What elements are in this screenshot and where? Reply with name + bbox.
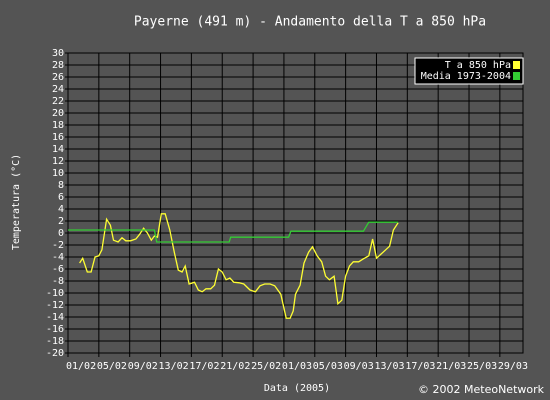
x-tick-label: 09/03 — [344, 361, 374, 372]
y-tick-label: 4 — [58, 204, 64, 215]
y-tick-label: 6 — [58, 192, 64, 203]
y-tick-label: 10 — [52, 168, 64, 179]
x-tick-label: 29/03 — [498, 361, 528, 372]
legend-swatch — [513, 61, 520, 69]
y-tick-label: 24 — [52, 84, 64, 95]
y-tick-label: 8 — [58, 180, 64, 191]
x-tick-label: 21/03 — [436, 361, 466, 372]
chart-title: Payerne (491 m) - Andamento della T a 85… — [134, 15, 486, 30]
y-tick-label: 22 — [52, 96, 64, 107]
data-line — [68, 221, 399, 243]
legend-swatch — [513, 72, 520, 80]
x-tick-label: 17/02 — [189, 361, 219, 372]
x-tick-label: 25/03 — [467, 361, 497, 372]
x-tick-label: 25/02 — [251, 361, 281, 372]
y-tick-label: -16 — [46, 324, 64, 335]
y-axis-label: Temperatura (°C) — [11, 154, 22, 250]
y-tick-label: 14 — [52, 144, 64, 155]
y-tick-label: -6 — [52, 264, 64, 275]
y-tick-label: 30 — [52, 48, 64, 59]
y-tick-label: -8 — [52, 276, 64, 287]
y-tick-label: 2 — [58, 216, 64, 227]
y-tick-label: -20 — [46, 348, 64, 359]
y-tick-label: 18 — [52, 120, 64, 131]
y-tick-label: -2 — [52, 240, 64, 251]
x-tick-label: 05/02 — [97, 361, 127, 372]
y-tick-label: 26 — [52, 72, 64, 83]
x-tick-label: 01/03 — [282, 361, 312, 372]
legend-label: Media 1973-2004 — [421, 71, 511, 82]
x-tick-label: 13/02 — [159, 361, 189, 372]
legend-box — [414, 57, 524, 85]
y-tick-label: -4 — [52, 252, 64, 263]
x-tick-label: 09/02 — [128, 361, 158, 372]
data-line — [79, 213, 399, 319]
y-tick-label: 28 — [52, 60, 64, 71]
y-tick-label: 16 — [52, 132, 64, 143]
y-tick-label: 20 — [52, 108, 64, 119]
credit: © 2002 MeteoNetwork — [418, 383, 545, 396]
y-tick-label: -12 — [46, 300, 64, 311]
legend-label: T a 850 hPa — [445, 60, 511, 71]
x-tick-label: 17/03 — [405, 361, 435, 372]
y-tick-label: 12 — [52, 156, 64, 167]
y-tick-label: 0 — [58, 228, 64, 239]
plot-frame — [67, 52, 524, 354]
x-tick-label: 01/02 — [66, 361, 96, 372]
y-tick-label: -10 — [46, 288, 64, 299]
x-tick-label: 21/02 — [220, 361, 250, 372]
x-axis-label: Data (2005) — [264, 383, 330, 394]
x-tick-label: 05/03 — [313, 361, 343, 372]
x-tick-label: 13/03 — [374, 361, 404, 372]
y-tick-label: -14 — [46, 312, 64, 323]
y-tick-label: -18 — [46, 336, 64, 347]
